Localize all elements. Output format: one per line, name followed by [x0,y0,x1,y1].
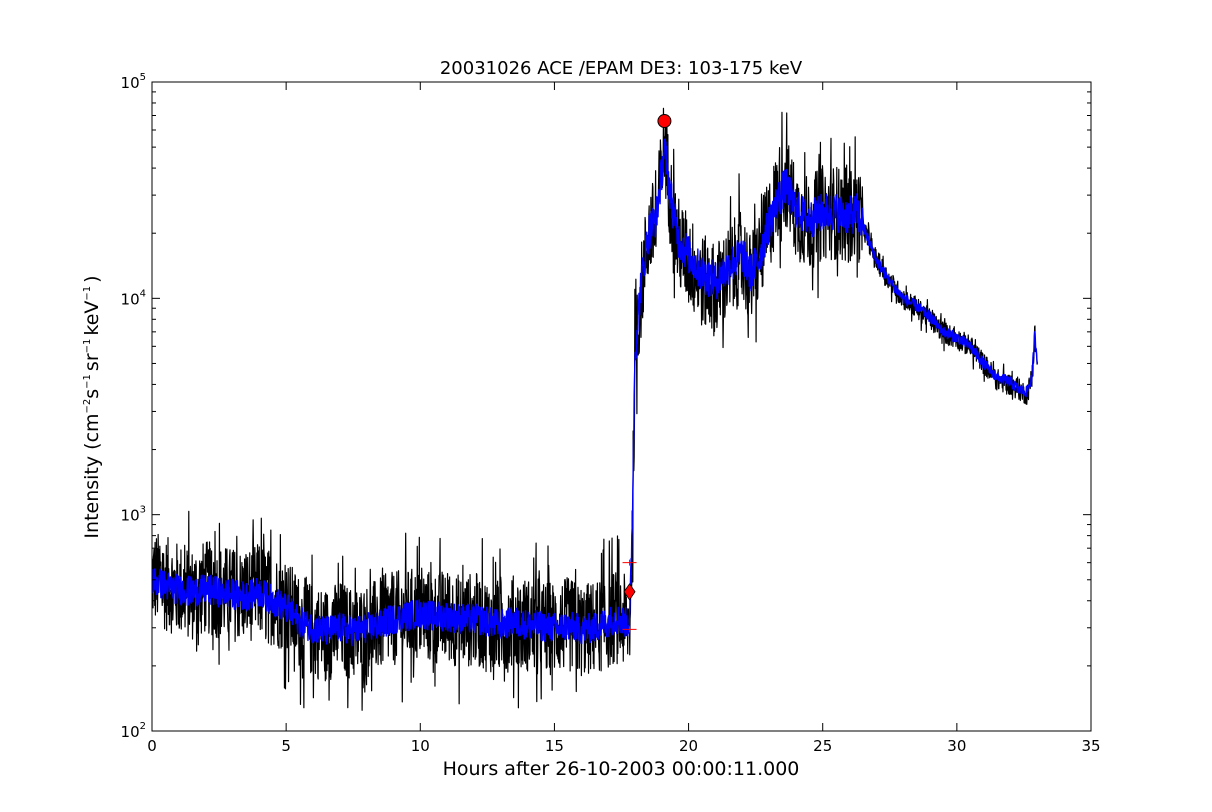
y-tick-exponent: 3 [140,505,146,516]
y-axis-label: Intensity (cm−2s−1sr−1keV−1) [81,275,103,538]
y-label-exp-1: −2 [82,399,93,414]
y-tick-base: 10 [121,507,140,525]
error-marker-3 [622,559,637,566]
y-tick-label-3: 105 [121,72,146,92]
y-label-sr: sr [81,353,103,371]
y-tick-base: 10 [121,723,140,741]
series-2-line [152,138,1039,647]
x-tick-label-35: 35 [1081,737,1100,755]
x-tick-label-20: 20 [679,737,698,755]
y-label-exp-4: −1 [82,286,93,301]
y-tick-label-0: 102 [121,721,146,741]
x-tick-label-15: 15 [545,737,564,755]
y-tick-label-2: 104 [121,288,146,308]
x-tick-label-25: 25 [813,737,832,755]
y-tick-base: 10 [121,74,140,92]
x-tick-label-30: 30 [947,737,966,755]
y-label-suffix: ) [81,275,103,282]
chart-title: 20031026 ACE /EPAM DE3: 103-175 keV [440,58,803,79]
onset-marker-diamond [623,583,636,601]
y-tick-exponent: 5 [140,72,146,83]
x-tick-label-5: 5 [281,737,291,755]
x-tick-label-10: 10 [411,737,430,755]
y-tick-base: 10 [121,290,140,308]
peak-marker-circle [657,114,672,129]
series-layer [152,107,1039,711]
y-label-prefix: Intensity (cm [81,413,103,538]
y-label-exp-2: −1 [82,374,93,389]
marker-layer [622,114,672,633]
y-label-s: s [81,389,103,399]
y-tick-label-1: 103 [121,505,146,525]
plot-frame [151,81,1092,732]
x-tick-label-0: 0 [147,737,157,755]
error-marker-4 [622,626,637,633]
y-tick-exponent: 2 [140,721,146,732]
y-tick-exponent: 4 [140,288,146,299]
y-label-exp-3: −1 [82,339,93,354]
plot-area [151,81,1092,732]
y-label-kev: keV [81,301,103,336]
x-axis-label: Hours after 26-10-2003 00:00:11.000 [443,758,800,780]
x-axis-ticks: 0 5 10 15 20 25 30 35 [147,82,1101,755]
